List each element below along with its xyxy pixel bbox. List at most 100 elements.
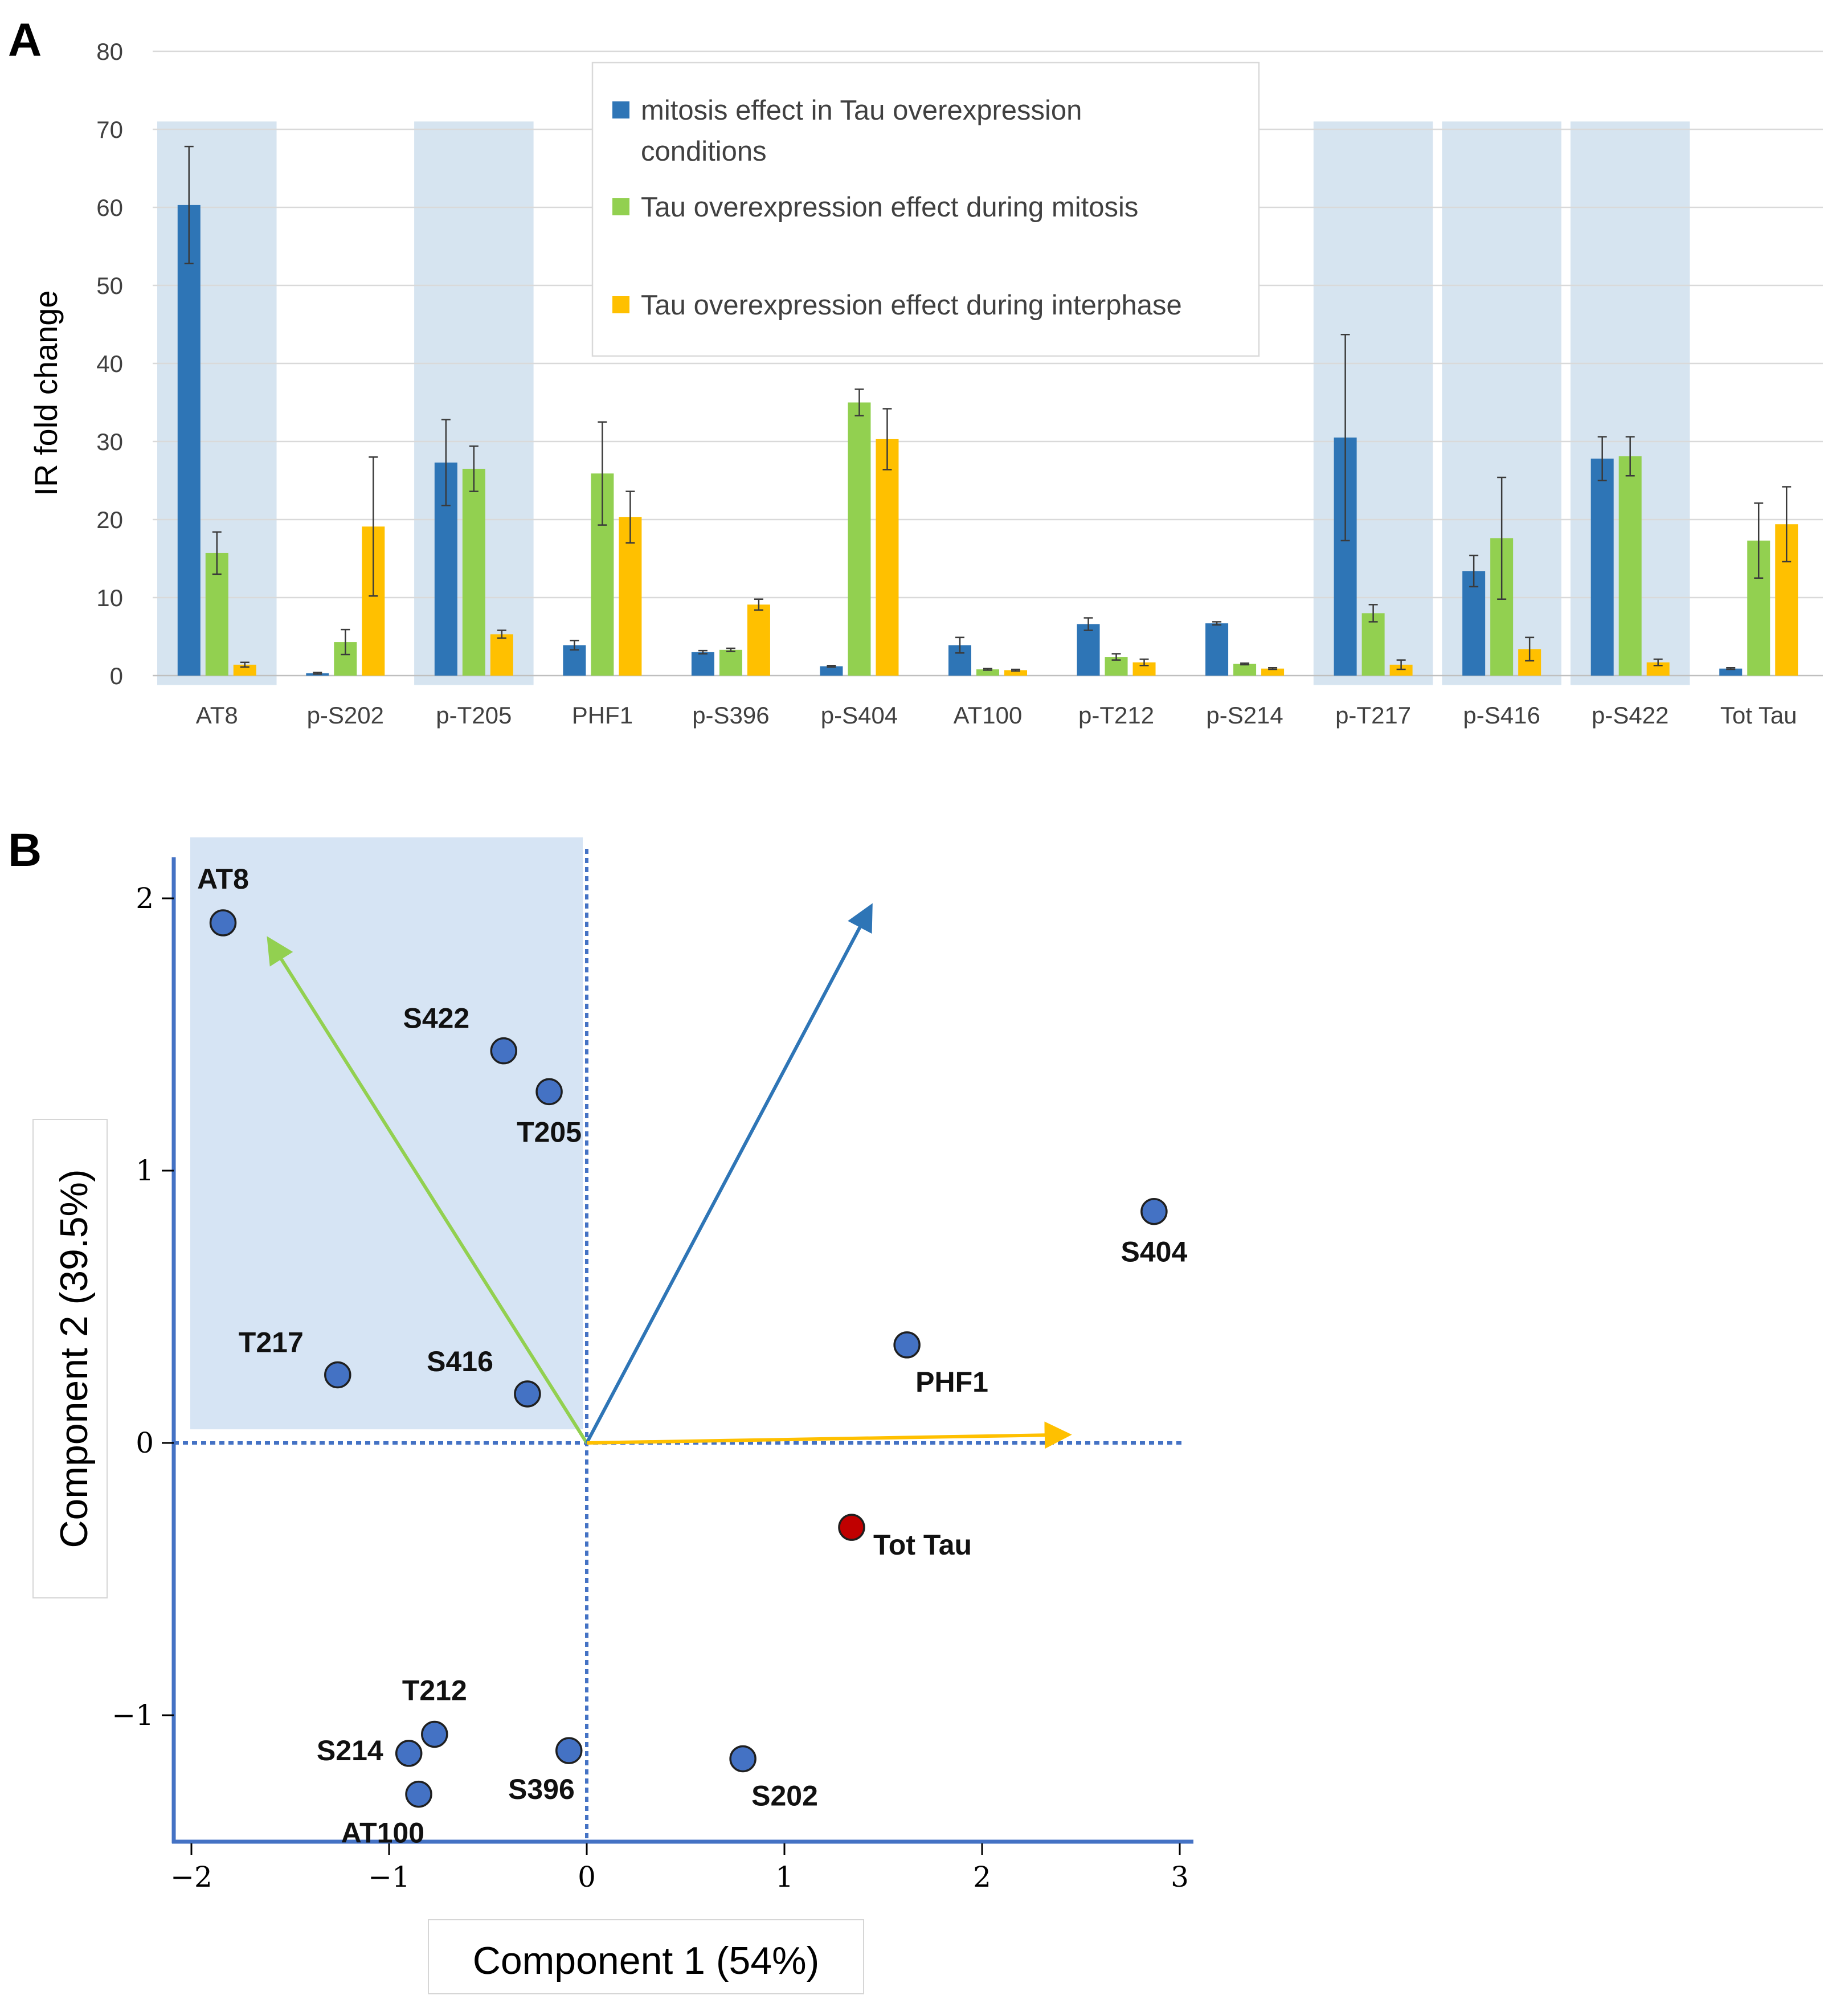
data-point (490, 1037, 518, 1065)
y-tick-label: 80 (96, 38, 123, 65)
x-tick-label: −2 (170, 1860, 212, 1894)
y-tick-label: 0 (136, 1426, 154, 1459)
x-category-label: p-S202 (307, 702, 384, 729)
legend-entry-label: conditions (641, 136, 767, 167)
point-label: S404 (1121, 1236, 1187, 1268)
data-point (395, 1740, 423, 1767)
x-category-label: AT100 (954, 702, 1023, 729)
x-category-label: AT8 (196, 702, 238, 729)
x-tick-label: −1 (368, 1860, 410, 1894)
bar (1233, 664, 1257, 676)
panel-b-label: B (8, 824, 42, 876)
y-tick-label: 2 (136, 882, 154, 915)
data-point (535, 1078, 563, 1106)
bar (1261, 668, 1285, 676)
bar (691, 652, 714, 676)
bar-chart-legend: mitosis effect in Tau overexpression cond… (591, 62, 1260, 357)
x-axis-title-box (428, 1919, 864, 1994)
data-point (555, 1737, 583, 1764)
bar (490, 634, 513, 676)
point-label: AT100 (341, 1817, 424, 1849)
point-label: S422 (403, 1003, 469, 1034)
point-label: T212 (402, 1674, 467, 1706)
legend-swatch (612, 296, 629, 313)
bar (1389, 664, 1413, 676)
legend-swatch (612, 198, 629, 215)
data-point (893, 1331, 921, 1359)
bar-chart-panel-a: 0 10 20 30 40 50 60 70 80 AT8 p-S202 p-T205 PHF1 p-S3… (96, 38, 1823, 729)
pca-x-axis-title: Component 1 (54%) (473, 1939, 820, 1982)
point-label: AT8 (197, 863, 249, 895)
y-tick-label: −1 (112, 1699, 154, 1732)
x-category-label: p-S404 (821, 702, 898, 729)
x-category-label: p-S214 (1206, 702, 1283, 729)
x-category-label: Tot Tau (1720, 702, 1797, 729)
bar (719, 649, 742, 676)
point-label: S416 (427, 1346, 493, 1377)
data-point (421, 1720, 448, 1748)
y-tick-label: 40 (96, 350, 123, 377)
data-point (209, 909, 237, 937)
data-point (324, 1361, 351, 1389)
panel-a-label: A (8, 14, 42, 66)
y-tick-label: 70 (96, 116, 123, 143)
y-tick-label: 0 (110, 663, 123, 689)
legend-box (591, 62, 1260, 357)
point-label: S202 (751, 1780, 818, 1811)
bar (1719, 668, 1743, 676)
x-category-label: p-S416 (1463, 702, 1540, 729)
x-category-label: p-T205 (436, 702, 512, 729)
bar (747, 604, 770, 676)
data-point (405, 1780, 432, 1808)
data-point (729, 1745, 756, 1773)
data-point (1140, 1197, 1168, 1225)
bar (1618, 456, 1642, 676)
bar (1462, 571, 1486, 676)
x-category-label: p-S396 (692, 702, 769, 729)
bar (233, 664, 256, 676)
highlight-band (1313, 121, 1433, 685)
bar (1646, 662, 1670, 676)
bar (1132, 662, 1156, 676)
x-tick-label: 0 (578, 1860, 596, 1894)
loading-vector (586, 1421, 1072, 1449)
bar (1004, 670, 1027, 676)
loading-vector (585, 903, 873, 1444)
pca-y-axis-title: Component 2 (39.5%) (52, 1169, 96, 1548)
x-category-label: PHF1 (572, 702, 633, 729)
y-axis-title-box (32, 1119, 108, 1598)
point-label: S396 (508, 1773, 575, 1805)
data-point (838, 1514, 865, 1541)
bar (1205, 623, 1229, 676)
x-category-label: p-S422 (1592, 702, 1669, 729)
bar (1590, 459, 1614, 676)
point-label: T205 (517, 1116, 582, 1148)
point-label: S214 (317, 1735, 383, 1766)
bar (462, 468, 485, 676)
legend-entry-label: Tau overexpression effect during mitosis (641, 192, 1138, 223)
x-category-label: p-T217 (1335, 702, 1411, 729)
y-tick-label: 10 (96, 584, 123, 611)
legend-swatch (612, 101, 629, 118)
y-tick-label: 1 (136, 1154, 154, 1187)
bar (876, 439, 899, 676)
bar-chart-y-axis-title: IR fold change (28, 290, 64, 496)
y-tick-label: 60 (96, 194, 123, 221)
bar (177, 205, 201, 676)
x-tick-label: 2 (973, 1860, 991, 1894)
legend-entry-label: Tau overexpression effect during interph… (641, 290, 1182, 321)
data-point (514, 1380, 541, 1408)
point-label: PHF1 (915, 1366, 988, 1398)
x-tick-label: 1 (775, 1860, 794, 1894)
bar (848, 402, 871, 676)
bar (976, 669, 999, 676)
x-tick-label: 3 (1171, 1860, 1189, 1894)
y-tick-label: 30 (96, 428, 123, 455)
y-tick-label: 20 (96, 506, 123, 533)
bar (1361, 613, 1385, 676)
y-tick-label: 50 (96, 272, 123, 299)
pca-biplot-panel-b: −2 −1 0 1 2 3 −1 0 1 2 AT8 S422 T205 S404 PHF1 T217 S416… (112, 837, 1193, 1894)
point-label: T217 (239, 1327, 304, 1359)
bar (820, 666, 843, 676)
